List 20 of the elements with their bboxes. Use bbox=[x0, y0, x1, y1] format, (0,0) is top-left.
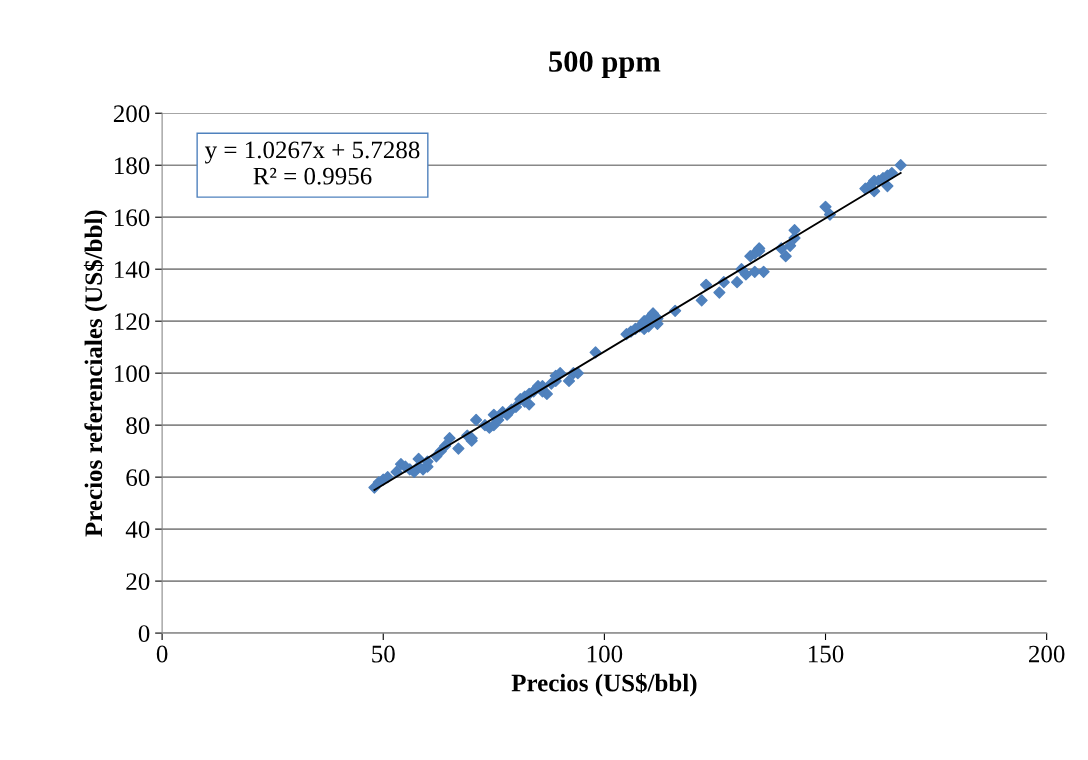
y-tick-label: 200 bbox=[113, 105, 150, 123]
x-tick-label: 100 bbox=[587, 645, 623, 663]
x-tick-label: 150 bbox=[808, 645, 844, 663]
x-tick-label: 0 bbox=[156, 645, 168, 663]
y-tick-label: 80 bbox=[126, 417, 150, 435]
y-tick-label: 40 bbox=[125, 521, 150, 539]
y-tick-label: 100 bbox=[115, 365, 150, 383]
x-axis-title: Precios (US$/bbl) bbox=[511, 673, 697, 697]
y-axis-title: Precios referenciales (US$/bbl) bbox=[83, 210, 108, 537]
y-tick-label: 0 bbox=[138, 625, 150, 642]
y-tick-label: 120 bbox=[115, 313, 150, 331]
y-tick-label: 160 bbox=[115, 209, 150, 227]
chart-title: 500 ppm bbox=[549, 51, 661, 79]
x-tick-label: 50 bbox=[372, 645, 395, 663]
y-tick-label: 20 bbox=[126, 573, 150, 591]
y-tick-label: 180 bbox=[115, 157, 150, 175]
y-tick-label: 140 bbox=[115, 261, 150, 279]
annotation: y = 1.0267x + 5.7288 R² = 0.9956 bbox=[204, 141, 420, 185]
x-tick-label: 200 bbox=[1029, 645, 1065, 663]
y-tick-label: 60 bbox=[126, 469, 150, 487]
